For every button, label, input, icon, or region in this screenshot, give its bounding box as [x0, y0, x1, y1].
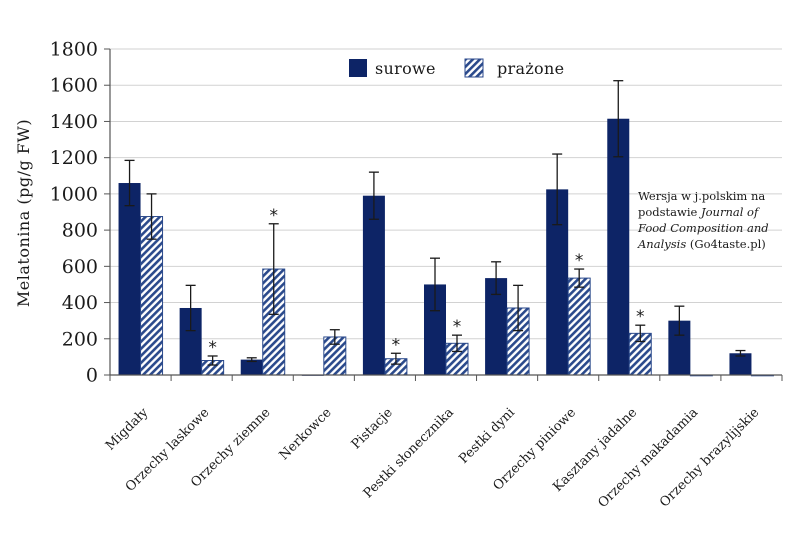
significance-star: *: [392, 335, 401, 355]
y-axis-ticks: 0 200 400 600 800 1000 1200 1400 1600 1800: [50, 39, 110, 387]
legend-label-surowe: surowe: [375, 59, 436, 78]
y-tick-label: 1600: [50, 75, 98, 97]
source-note-line2a: podstawie: [638, 205, 702, 219]
significance-star: *: [636, 307, 645, 327]
y-tick-label: 1800: [50, 39, 98, 61]
source-note-line3: Food Composition and: [638, 221, 769, 235]
y-axis-title: Melatonina (pg/g FW): [14, 119, 33, 307]
source-note-line4a: Analysis: [638, 237, 687, 251]
bar-surowe: [729, 353, 752, 375]
bar-surowe: [118, 183, 141, 375]
source-note-line2b: Journal of: [701, 205, 759, 219]
bar-surowe: [179, 307, 202, 375]
x-tick-label: Orzechy brazylijskie: [657, 405, 762, 510]
bar-surowe: [485, 278, 508, 375]
significance-star: *: [575, 251, 584, 271]
y-tick-label: 1200: [50, 147, 98, 169]
x-tick-label: Orzechy makadamia: [595, 405, 701, 511]
y-tick-label: 0: [86, 365, 98, 387]
legend: surowe prażone: [349, 58, 564, 78]
bar-surowe: [607, 118, 630, 375]
axes: [109, 49, 783, 381]
x-tick-label: Nerkowce: [277, 405, 335, 463]
legend-swatch-prazone: [464, 58, 484, 78]
y-tick-label: 1000: [50, 183, 98, 205]
bar-prazone: [567, 277, 591, 376]
bar-prazone: [140, 216, 164, 376]
bars: [118, 118, 774, 377]
bar-surowe: [240, 359, 263, 375]
significance-star: *: [208, 338, 217, 358]
x-tick-label: Migdały: [103, 405, 152, 454]
bar-surowe: [362, 195, 385, 375]
legend-swatch-surowe: [349, 59, 367, 77]
x-tick-label: Pestki dyni: [456, 405, 518, 467]
error-bars: [124, 80, 746, 366]
source-note-line1: Wersja w j.polskim na: [638, 189, 766, 203]
y-tick-label: 800: [62, 220, 98, 242]
significance-star: *: [453, 317, 462, 337]
x-tick-label: Pistacje: [349, 405, 396, 452]
gridlines: [110, 48, 782, 340]
y-tick-label: 600: [62, 256, 98, 278]
bar-surowe: [668, 320, 691, 375]
bar-surowe: [424, 284, 446, 375]
source-note: Wersja w j.polskim na podstawie Journal …: [638, 188, 788, 252]
significance-markers: * * * * * *: [208, 206, 644, 358]
y-tick-label: 1400: [50, 111, 98, 133]
y-tick-label: 400: [62, 292, 98, 314]
source-note-line4b: (Go4taste.pl): [686, 237, 766, 251]
bar-surowe: [546, 189, 569, 375]
legend-label-prazone: prażone: [497, 59, 564, 78]
y-tick-label: 200: [62, 328, 98, 350]
significance-star: *: [269, 206, 278, 226]
